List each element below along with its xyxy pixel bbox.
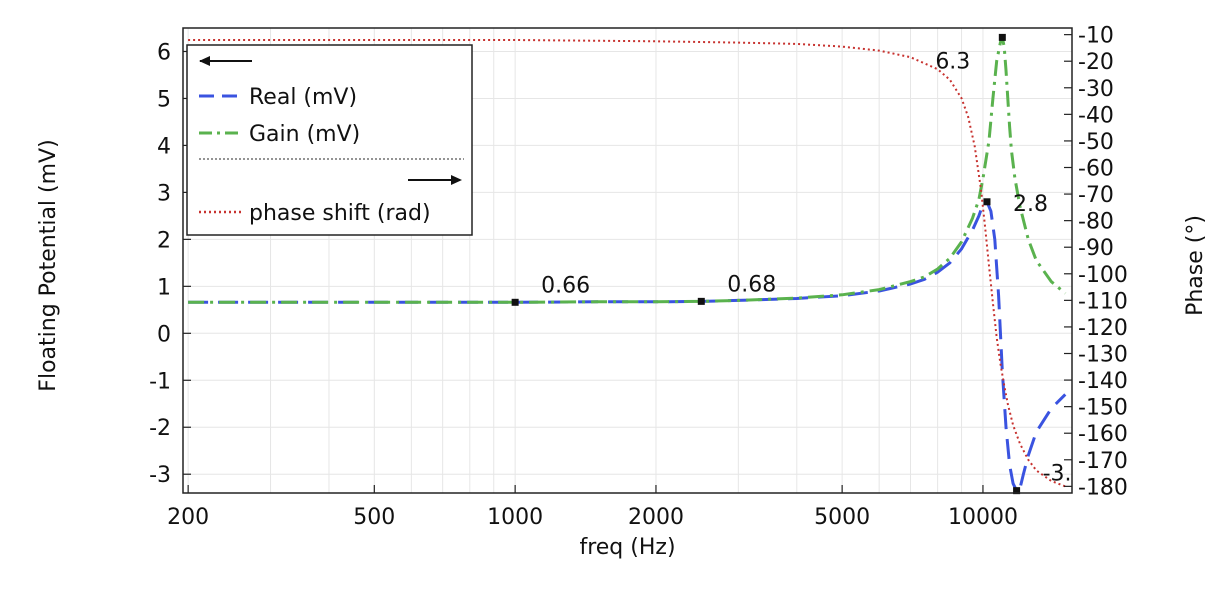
data-marker: [983, 198, 991, 206]
y2-tick-label: -110: [1078, 289, 1128, 314]
y-tick-label: -3: [149, 463, 171, 488]
x-tick-label: 200: [167, 505, 209, 530]
y2-tick-label: -10: [1078, 24, 1114, 49]
y2-tick-label: -150: [1078, 396, 1128, 421]
y-tick-label: -1: [149, 369, 171, 394]
y-axis-left: -3 -2 -1 0 1 2 3 4 5 6: [149, 40, 191, 488]
marker-label: 0.66: [541, 273, 590, 298]
y2-tick-label: -160: [1078, 422, 1128, 447]
y-tick-label: 1: [157, 275, 171, 300]
y-tick-label: 0: [157, 322, 171, 347]
plot-frame: [182, 27, 1073, 494]
marker-label: 6.3: [935, 49, 970, 74]
y2-tick-label: -120: [1078, 316, 1128, 341]
x-axis-title: freq (Hz): [579, 535, 675, 560]
y2-tick-label: -100: [1078, 263, 1128, 288]
data-marker: [511, 298, 519, 306]
y-axis-title-right: Phase (°): [1183, 215, 1208, 316]
x-tick-label: 5000: [814, 505, 870, 530]
y-axis-title-left: Floating Potential (mV): [36, 139, 61, 391]
series-layer: [188, 35, 1067, 493]
legend: Real (mV) Gain (mV) phase shift (rad): [186, 44, 473, 236]
y-tick-label: 6: [157, 40, 171, 65]
marker-label: 2.8: [1013, 192, 1048, 217]
y2-tick-label: -80: [1078, 210, 1114, 235]
data-marker: [1013, 487, 1021, 495]
marker-label: -3.: [1043, 462, 1072, 487]
y2-tick-label: -130: [1078, 343, 1128, 368]
legend-box: [186, 44, 473, 236]
y2-tick-label: -70: [1078, 183, 1114, 208]
legend-label-gain: Gain (mV): [249, 122, 360, 147]
x-tick-label: 500: [353, 505, 395, 530]
y2-tick-label: -90: [1078, 236, 1114, 261]
y2-tick-label: -30: [1078, 77, 1114, 102]
legend-right-arrow-icon: [408, 175, 462, 185]
y-tick-label: 3: [157, 181, 171, 206]
legend-label-real: Real (mV): [249, 85, 357, 110]
x-tick-label: 2000: [628, 505, 684, 530]
marker-label: 0.68: [727, 272, 776, 297]
y-axis-right: -10-20-30-40-50-60-70-80-90-100-110-120-…: [1064, 24, 1128, 500]
y2-tick-label: -20: [1078, 50, 1114, 75]
y-tick-label: 5: [157, 87, 171, 112]
y2-tick-label: -40: [1078, 103, 1114, 128]
data-marker: [697, 297, 705, 305]
x-axis: 200 500 1000 2000 5000 10000: [167, 485, 1018, 530]
series-line-gain: [188, 35, 1067, 304]
x-tick-label: 10000: [948, 505, 1018, 530]
x-tick-label: 1000: [487, 505, 543, 530]
y2-tick-label: -180: [1078, 475, 1128, 500]
y2-tick-label: -170: [1078, 449, 1128, 474]
data-marker: [998, 33, 1006, 41]
marker-layer: 0.66 0.68 6.3 2.8 -3.: [511, 33, 1072, 495]
y-tick-label: 4: [157, 134, 171, 159]
y2-tick-label: -60: [1078, 157, 1114, 182]
y-tick-label: 2: [157, 228, 171, 253]
legend-left-arrow-icon: [199, 56, 252, 66]
legend-label-phase: phase shift (rad): [249, 201, 431, 226]
y2-tick-label: -140: [1078, 369, 1128, 394]
y-tick-label: -2: [149, 416, 171, 441]
y2-tick-label: -50: [1078, 130, 1114, 155]
